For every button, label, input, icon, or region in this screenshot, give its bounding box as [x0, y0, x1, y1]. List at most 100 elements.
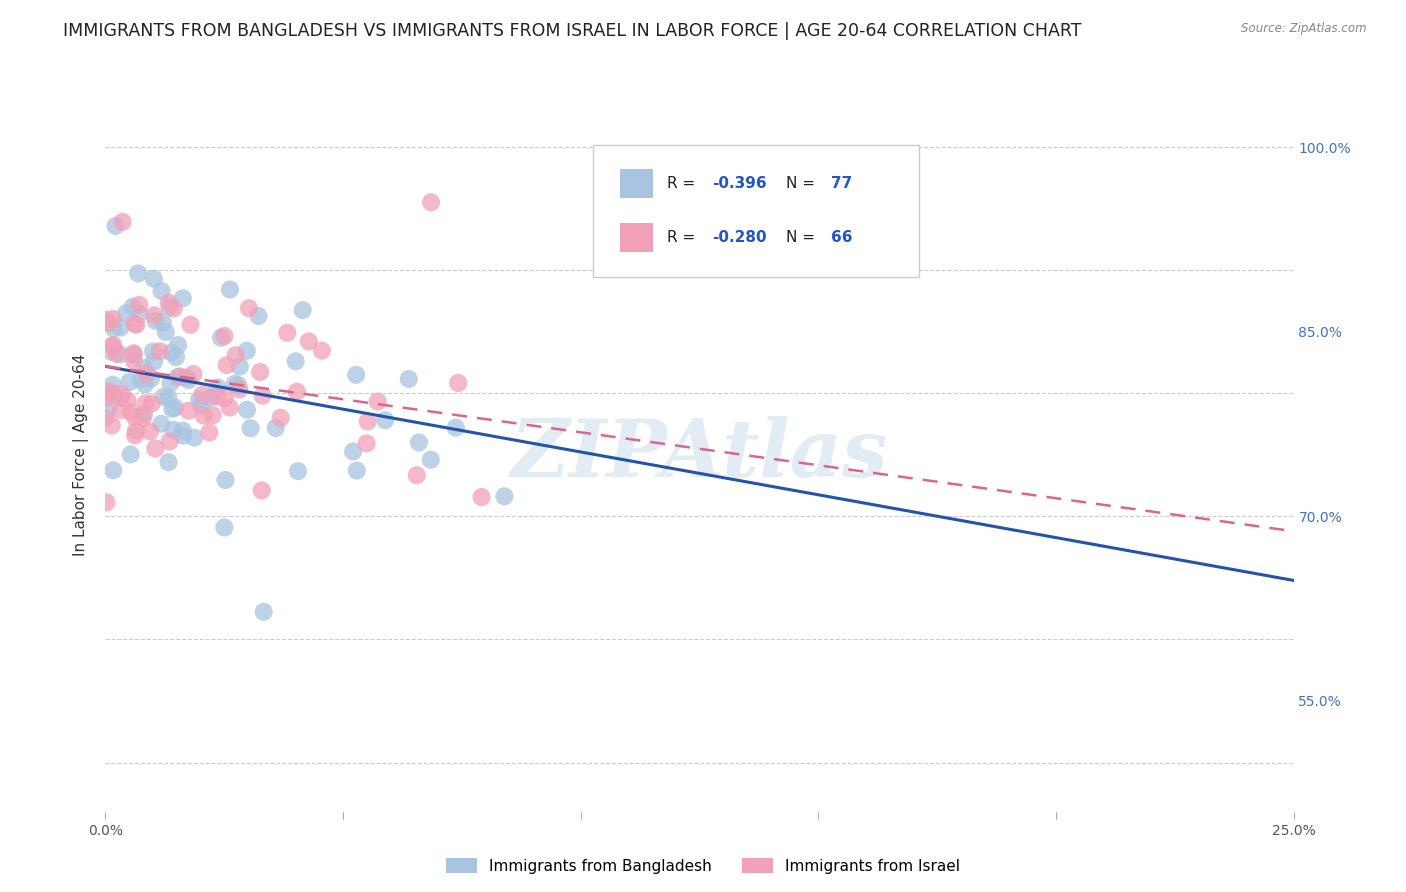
Point	[179, 318, 201, 332]
Point	[342, 444, 364, 458]
Point	[207, 380, 229, 394]
Point	[228, 383, 250, 397]
Point	[143, 442, 166, 456]
Point	[169, 369, 191, 384]
Text: 77: 77	[831, 177, 852, 191]
Point	[298, 334, 321, 349]
Point	[172, 424, 194, 438]
Point	[420, 195, 443, 210]
Point	[110, 403, 132, 417]
Point	[100, 418, 122, 433]
Point	[157, 455, 180, 469]
Text: ZIPAtlas: ZIPAtlas	[510, 417, 889, 493]
Point	[110, 391, 132, 405]
Legend: Immigrants from Bangladesh, Immigrants from Israel: Immigrants from Bangladesh, Immigrants f…	[440, 852, 966, 880]
Point	[191, 387, 214, 401]
Point	[143, 309, 166, 323]
Point	[124, 428, 146, 442]
Point	[444, 420, 467, 434]
Text: N =: N =	[786, 230, 820, 244]
Point	[152, 316, 174, 330]
FancyBboxPatch shape	[620, 223, 654, 252]
Point	[149, 344, 172, 359]
Point	[447, 376, 470, 390]
Point	[120, 447, 142, 461]
Text: Source: ZipAtlas.com: Source: ZipAtlas.com	[1241, 22, 1367, 36]
Point	[139, 371, 162, 385]
Point	[103, 338, 125, 352]
Point	[356, 436, 378, 450]
Point	[159, 300, 181, 314]
Point	[97, 402, 120, 417]
Point	[188, 392, 211, 407]
Point	[239, 421, 262, 435]
Point	[122, 346, 145, 360]
Point	[117, 393, 139, 408]
Point	[214, 520, 236, 534]
Point	[94, 411, 117, 425]
Point	[127, 267, 149, 281]
Point	[165, 350, 187, 364]
Point	[97, 384, 120, 399]
Point	[135, 396, 157, 410]
Point	[125, 318, 148, 332]
Point	[174, 370, 197, 384]
Text: IMMIGRANTS FROM BANGLADESH VS IMMIGRANTS FROM ISRAEL IN LABOR FORCE | AGE 20-64 : IMMIGRANTS FROM BANGLADESH VS IMMIGRANTS…	[63, 22, 1081, 40]
Point	[135, 367, 157, 381]
Point	[145, 314, 167, 328]
Point	[159, 434, 181, 449]
Point	[287, 464, 309, 478]
Point	[139, 425, 162, 439]
Point	[162, 423, 184, 437]
Point	[159, 376, 181, 391]
Point	[163, 401, 186, 415]
Point	[215, 358, 238, 372]
Point	[122, 353, 145, 368]
Point	[264, 421, 287, 435]
Point	[226, 378, 249, 392]
Text: R =: R =	[668, 230, 700, 244]
Point	[172, 291, 194, 305]
Point	[219, 283, 242, 297]
Point	[236, 402, 259, 417]
Point	[205, 390, 228, 404]
Point	[252, 389, 274, 403]
Point	[94, 312, 117, 326]
Point	[247, 309, 270, 323]
Point	[111, 215, 134, 229]
Point	[131, 411, 153, 425]
Point	[494, 489, 516, 503]
Point	[398, 372, 420, 386]
Point	[150, 284, 173, 298]
Point	[108, 347, 131, 361]
Point	[218, 401, 240, 415]
Point	[177, 373, 200, 387]
Point	[270, 410, 292, 425]
Point	[143, 354, 166, 368]
Point	[103, 463, 125, 477]
Point	[177, 404, 200, 418]
Point	[132, 408, 155, 422]
Point	[408, 435, 430, 450]
Point	[96, 391, 118, 405]
Point	[160, 345, 183, 359]
Point	[291, 303, 314, 318]
Point	[101, 311, 124, 326]
Point	[152, 390, 174, 404]
Point	[193, 409, 215, 423]
Point	[419, 452, 441, 467]
Point	[172, 428, 194, 442]
Text: N =: N =	[786, 177, 820, 191]
Text: -0.396: -0.396	[713, 177, 768, 191]
Point	[134, 377, 156, 392]
Point	[115, 306, 138, 320]
Point	[470, 490, 492, 504]
Point	[167, 370, 190, 384]
Point	[104, 219, 127, 233]
Point	[120, 405, 142, 419]
Point	[150, 417, 173, 431]
Point	[96, 495, 118, 509]
Point	[132, 361, 155, 376]
Point	[201, 409, 224, 423]
Point	[100, 344, 122, 359]
